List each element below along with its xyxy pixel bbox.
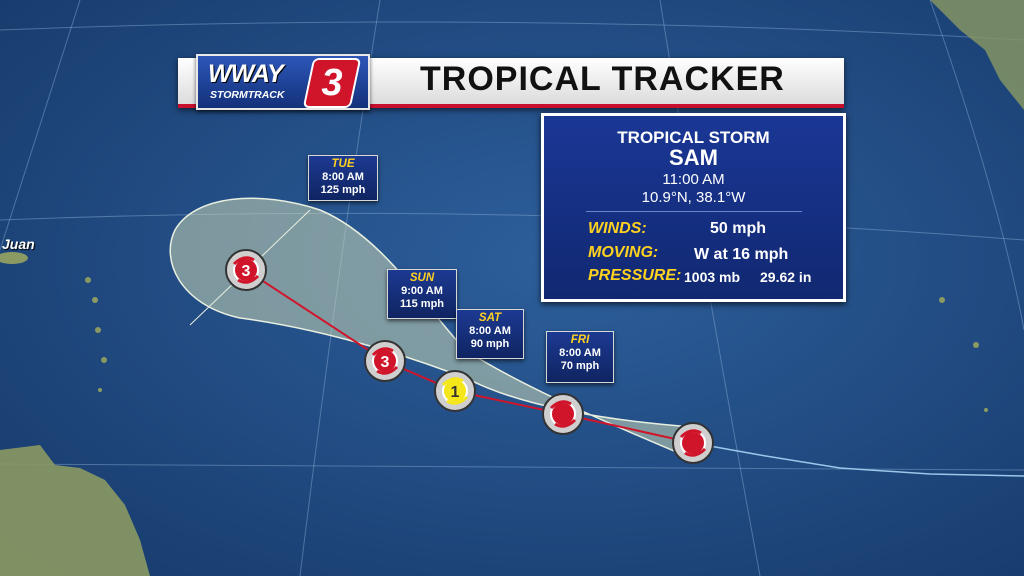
storm-spiral-arms xyxy=(549,400,577,428)
caribbean-islands xyxy=(0,252,988,412)
forecast-time: 8:00 AM xyxy=(469,325,511,337)
channel-number: 3 xyxy=(321,62,343,104)
page-title: TROPICAL TRACKER xyxy=(420,60,785,98)
winds-label: WINDS: xyxy=(588,220,647,237)
storm-marker-sun: 3 xyxy=(364,340,406,382)
forecast-wind: 70 mph xyxy=(560,360,600,372)
storm-spiral-arms xyxy=(371,347,399,375)
storm-classification: TROPICAL STORM xyxy=(617,128,770,147)
forecast-day: FRI xyxy=(570,334,590,346)
storm-info-panel: TROPICAL STORM SAM 11:00 AM 10.9°N, 38.1… xyxy=(541,113,846,302)
forecast-day: SAT xyxy=(478,312,502,324)
storm-spiral-arms xyxy=(232,256,260,284)
storm-position: 10.9°N, 38.1°W xyxy=(641,189,746,206)
south-america-land xyxy=(0,445,150,576)
moving-label: MOVING: xyxy=(588,244,659,261)
advisory-time: 11:00 AM xyxy=(662,171,725,188)
africa-land xyxy=(930,0,1024,110)
station-subtitle: STORMTRACK xyxy=(210,89,285,101)
forecast-wind: 115 mph xyxy=(399,298,445,310)
storm-spiral-arms xyxy=(679,429,707,457)
forecast-time: 9:00 AM xyxy=(401,285,443,297)
place-label-san-juan: Juan xyxy=(2,236,35,252)
storm-spiral-arms xyxy=(441,377,469,405)
forecast-wind: 125 mph xyxy=(320,184,366,196)
storm-category-label: 3 xyxy=(242,263,251,280)
past-track xyxy=(692,442,1024,477)
storm-category-label: 1 xyxy=(451,384,460,401)
storm-marker-sat: 1 xyxy=(434,370,476,412)
storm-name: SAM xyxy=(669,145,718,170)
channel-badge: 3 xyxy=(302,58,362,108)
storm-marker-current xyxy=(672,422,714,464)
forecast-time: 8:00 AM xyxy=(559,347,601,359)
forecast-label-fri: FRI 8:00 AM 70 mph xyxy=(546,331,614,383)
forecast-time: 8:00 AM xyxy=(322,171,364,183)
pressure-label: PRESSURE: xyxy=(588,267,682,284)
forecast-day: TUE xyxy=(331,158,355,170)
pressure-mb: 1003 mb xyxy=(684,269,741,285)
pressure-in: 29.62 in xyxy=(760,269,812,285)
forecast-wind: 90 mph xyxy=(470,338,510,350)
storm-marker-fri xyxy=(542,393,584,435)
info-divider xyxy=(586,211,802,212)
forecast-label-sun: SUN 9:00 AM 115 mph xyxy=(387,269,457,319)
forecast-label-sat: SAT 8:00 AM 90 mph xyxy=(456,309,524,359)
forecast-day: SUN xyxy=(409,272,435,284)
station-logo: WWAY STORMTRACK 3 xyxy=(196,54,370,110)
storm-category-label: 3 xyxy=(381,354,390,371)
moving-value: W at 16 mph xyxy=(694,246,789,263)
station-call-letters: WWAY xyxy=(208,60,284,88)
winds-value: 50 mph xyxy=(710,220,767,237)
storm-marker-tue: 3 xyxy=(225,249,267,291)
forecast-label-tue: TUE 8:00 AM 125 mph xyxy=(308,155,378,201)
